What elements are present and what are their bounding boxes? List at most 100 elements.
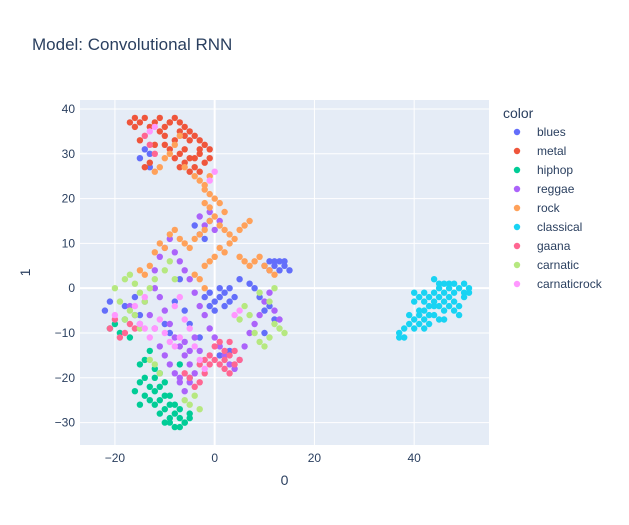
data-point[interactable]: [221, 356, 228, 364]
data-point[interactable]: [435, 302, 443, 310]
data-point[interactable]: [445, 293, 453, 301]
data-point[interactable]: [186, 276, 193, 283]
data-point[interactable]: [156, 383, 163, 390]
data-point[interactable]: [166, 392, 173, 399]
data-point[interactable]: [396, 329, 403, 337]
data-point[interactable]: [226, 370, 233, 377]
data-point[interactable]: [216, 285, 223, 292]
data-point[interactable]: [206, 325, 213, 332]
data-point[interactable]: [121, 302, 129, 310]
data-point[interactable]: [166, 150, 173, 157]
data-point[interactable]: [411, 289, 418, 296]
data-point[interactable]: [201, 186, 208, 193]
data-point[interactable]: [411, 298, 418, 305]
data-point[interactable]: [421, 325, 428, 332]
data-point[interactable]: [271, 316, 278, 323]
data-point[interactable]: [136, 267, 144, 274]
data-point[interactable]: [201, 370, 208, 377]
legend-item-rock[interactable]: rock: [513, 201, 561, 215]
data-point[interactable]: [206, 190, 213, 198]
data-point[interactable]: [131, 388, 139, 395]
data-point[interactable]: [176, 361, 183, 368]
data-point[interactable]: [221, 208, 228, 216]
data-point[interactable]: [211, 307, 218, 314]
data-point[interactable]: [111, 316, 119, 323]
data-point[interactable]: [161, 132, 168, 139]
data-point[interactable]: [256, 253, 263, 260]
data-point[interactable]: [151, 276, 158, 283]
data-point[interactable]: [141, 164, 148, 171]
data-point[interactable]: [430, 289, 438, 296]
data-point[interactable]: [261, 298, 268, 305]
data-point[interactable]: [186, 379, 193, 386]
data-point[interactable]: [256, 289, 263, 296]
data-point[interactable]: [211, 253, 218, 260]
data-point[interactable]: [166, 419, 173, 426]
data-point[interactable]: [171, 137, 178, 144]
data-point[interactable]: [216, 244, 223, 252]
data-point[interactable]: [166, 231, 173, 238]
data-point[interactable]: [191, 343, 198, 350]
legend-item-blues[interactable]: blues: [513, 125, 566, 139]
data-point[interactable]: [156, 128, 163, 135]
data-point[interactable]: [191, 271, 198, 278]
data-point[interactable]: [271, 285, 278, 292]
data-point[interactable]: [131, 311, 139, 319]
data-point[interactable]: [430, 302, 438, 310]
data-point[interactable]: [171, 155, 178, 162]
data-point[interactable]: [416, 311, 423, 319]
data-point[interactable]: [181, 267, 188, 274]
data-point[interactable]: [206, 258, 213, 265]
data-point[interactable]: [176, 334, 183, 341]
data-point[interactable]: [201, 141, 208, 148]
data-point[interactable]: [136, 119, 144, 126]
data-point[interactable]: [171, 141, 178, 148]
data-point[interactable]: [261, 343, 268, 350]
data-point[interactable]: [196, 137, 203, 144]
data-point[interactable]: [156, 410, 163, 417]
data-point[interactable]: [156, 253, 163, 260]
data-point[interactable]: [455, 285, 463, 292]
data-point[interactable]: [116, 329, 124, 337]
data-point[interactable]: [146, 159, 153, 166]
data-point[interactable]: [136, 325, 144, 332]
data-point[interactable]: [161, 267, 168, 274]
data-point[interactable]: [156, 240, 163, 247]
data-point[interactable]: [166, 329, 173, 337]
data-point[interactable]: [191, 173, 198, 180]
data-point[interactable]: [435, 293, 443, 301]
data-point[interactable]: [206, 352, 213, 359]
data-point[interactable]: [440, 280, 448, 287]
data-point[interactable]: [196, 334, 203, 341]
data-point[interactable]: [136, 289, 144, 296]
data-point[interactable]: [186, 361, 193, 368]
data-point[interactable]: [221, 226, 228, 234]
data-point[interactable]: [191, 155, 198, 162]
data-point[interactable]: [146, 164, 153, 171]
data-point[interactable]: [176, 258, 183, 265]
data-point[interactable]: [166, 320, 173, 328]
data-point[interactable]: [450, 289, 458, 296]
data-point[interactable]: [161, 307, 168, 314]
data-point[interactable]: [136, 401, 144, 408]
data-point[interactable]: [445, 280, 453, 287]
data-point[interactable]: [126, 307, 134, 314]
data-point[interactable]: [181, 352, 188, 359]
data-point[interactable]: [201, 181, 208, 189]
data-point[interactable]: [256, 338, 263, 346]
data-point[interactable]: [106, 325, 114, 332]
data-point[interactable]: [186, 410, 193, 417]
data-point[interactable]: [201, 199, 208, 207]
data-point[interactable]: [201, 365, 208, 372]
data-point[interactable]: [261, 262, 268, 269]
data-point[interactable]: [171, 401, 178, 408]
data-point[interactable]: [151, 325, 158, 332]
data-point[interactable]: [161, 419, 168, 426]
data-point[interactable]: [221, 249, 228, 256]
data-point[interactable]: [136, 137, 144, 144]
data-point[interactable]: [421, 298, 428, 305]
data-point[interactable]: [196, 361, 203, 368]
data-point[interactable]: [186, 155, 193, 162]
data-point[interactable]: [455, 311, 463, 319]
data-point[interactable]: [156, 164, 163, 171]
